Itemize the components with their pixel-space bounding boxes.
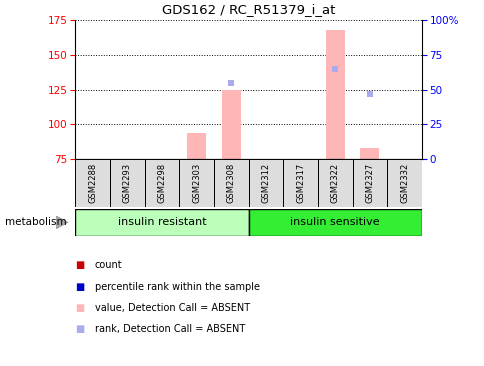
Bar — [213, 159, 248, 207]
Text: GSM2327: GSM2327 — [364, 163, 374, 203]
Text: ■: ■ — [75, 303, 85, 313]
Text: GSM2303: GSM2303 — [192, 163, 201, 203]
Text: insulin resistant: insulin resistant — [117, 217, 206, 227]
Text: GSM2308: GSM2308 — [226, 163, 235, 203]
Bar — [283, 159, 318, 207]
Polygon shape — [56, 216, 68, 229]
Text: metabolism: metabolism — [5, 217, 66, 227]
Text: GSM2322: GSM2322 — [330, 163, 339, 203]
Bar — [318, 159, 352, 207]
Text: count: count — [94, 260, 122, 270]
Bar — [248, 209, 421, 236]
Text: ■: ■ — [75, 324, 85, 334]
Bar — [325, 30, 344, 159]
Text: ■: ■ — [75, 260, 85, 270]
Text: ■: ■ — [75, 281, 85, 292]
Bar — [75, 159, 109, 207]
Text: GSM2312: GSM2312 — [261, 163, 270, 203]
Text: GSM2298: GSM2298 — [157, 163, 166, 203]
Text: GSM2332: GSM2332 — [399, 163, 408, 203]
Bar — [386, 159, 421, 207]
Bar — [75, 209, 248, 236]
Bar — [352, 159, 386, 207]
Bar — [144, 159, 179, 207]
Bar — [187, 133, 206, 159]
Bar — [248, 159, 283, 207]
Text: rank, Detection Call = ABSENT: rank, Detection Call = ABSENT — [94, 324, 244, 334]
Bar — [221, 90, 240, 159]
Bar — [179, 159, 213, 207]
Text: GSM2288: GSM2288 — [88, 163, 97, 203]
Bar — [360, 148, 378, 159]
Bar — [109, 159, 144, 207]
Text: percentile rank within the sample: percentile rank within the sample — [94, 281, 259, 292]
Text: GSM2317: GSM2317 — [295, 163, 304, 203]
Text: insulin sensitive: insulin sensitive — [290, 217, 379, 227]
Text: GSM2293: GSM2293 — [122, 163, 132, 203]
Text: value, Detection Call = ABSENT: value, Detection Call = ABSENT — [94, 303, 249, 313]
Title: GDS162 / RC_R51379_i_at: GDS162 / RC_R51379_i_at — [162, 3, 334, 16]
